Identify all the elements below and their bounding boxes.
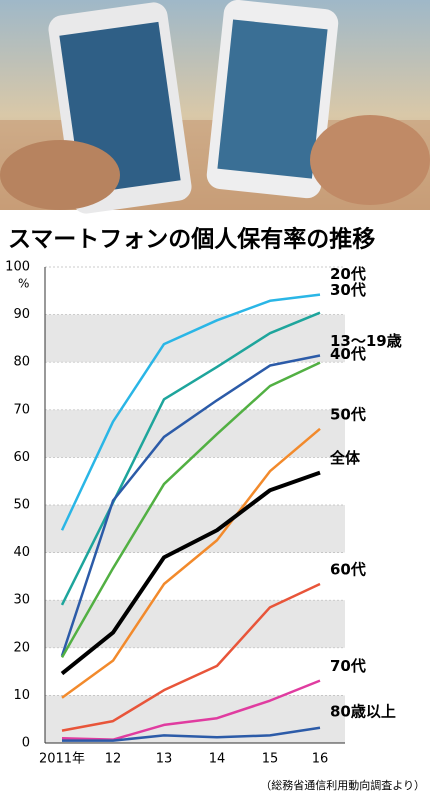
series-label: 40代 [330,345,366,363]
bands [45,314,345,743]
chart-title: スマートフォンの個人保有率の推移 [8,226,375,253]
y-tick-label: 100 [5,260,30,275]
y-tick-label: 70 [13,402,30,417]
series-label: 70代 [330,657,366,675]
series-label: 80歳以上 [330,702,396,720]
x-tick-label: 13 [156,752,173,767]
series-label: 60代 [330,561,366,579]
line [61,582,321,732]
x-tick-label: 15 [262,752,279,767]
source-note: （総務省通信利用動向調査より） [260,778,425,792]
series-label: 全体 [329,449,361,467]
series-label: 30代 [330,281,366,299]
y-tick-label: 50 [13,498,30,513]
x-tick-label: 16 [312,752,329,767]
y-unit: % [18,277,29,291]
line [60,354,321,657]
band [45,695,345,743]
series-label: 13〜19歳 [330,332,402,350]
y-tick-label: 60 [13,450,30,465]
band [45,600,345,648]
y-tick-label: 90 [13,307,30,322]
x-tick-label: 12 [105,752,122,767]
photo [0,0,430,214]
y-tick-label: 40 [13,545,30,560]
series-label: 20代 [330,265,366,283]
x-tick-label: 14 [209,752,226,767]
y-tick-label: 80 [13,355,30,370]
line [61,427,321,699]
y-tick-label: 20 [13,640,30,655]
line [60,470,321,676]
line [60,361,321,658]
y-tick-label: 30 [13,593,30,608]
series-label: 50代 [330,405,366,423]
y-tick-label: 10 [13,688,30,703]
y-tick-label: 0 [22,736,30,751]
line [60,293,321,531]
band [45,505,345,553]
x-tick-label: 2011年 [39,752,85,767]
line [62,726,321,742]
line [60,311,321,606]
